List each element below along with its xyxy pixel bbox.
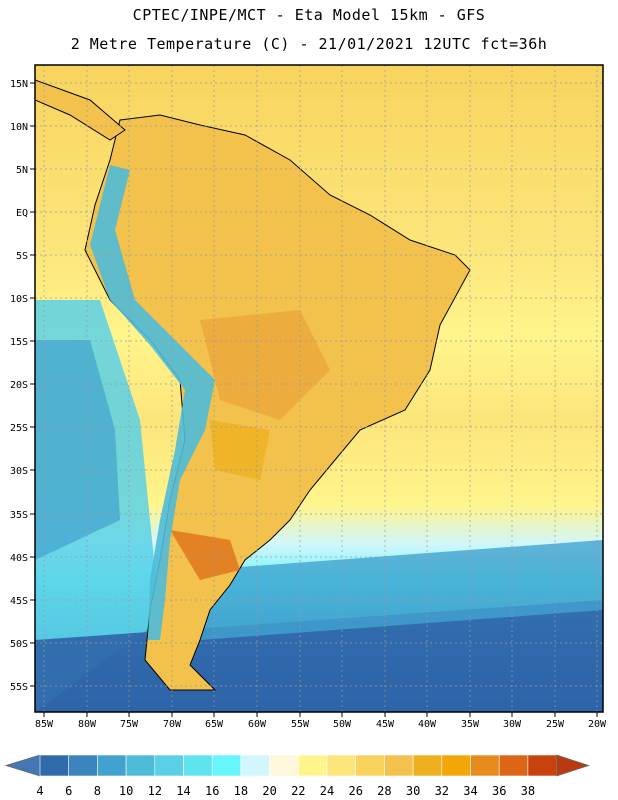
lat-tick-label: 10S [10, 294, 28, 305]
lat-tick-label: 40S [10, 553, 28, 564]
lat-tick-label: 15S [10, 337, 28, 348]
lat-tick-label: 25S [10, 423, 28, 434]
colorbar-label: 8 [94, 784, 101, 798]
title-line-1: CPTEC/INPE/MCT - Eta Model 15km - GFS [132, 6, 486, 24]
colorbar-label: 26 [348, 784, 362, 798]
colorbar-swatch [326, 754, 357, 777]
colorbar-label: 12 [148, 784, 162, 798]
lat-tick-label: EQ [16, 208, 28, 219]
lon-tick-label: 30W [503, 719, 522, 730]
colorbar-label: 28 [377, 784, 391, 798]
patagonia-hot-zone [170, 530, 240, 580]
colorbar-swatch [384, 754, 414, 777]
lat-tick-label: 55S [10, 682, 28, 693]
colorbar-label: 10 [119, 784, 133, 798]
chaco-hot-zone [210, 420, 270, 480]
lat-tick-label: 30S [10, 466, 28, 477]
andes-cold-band [90, 165, 215, 640]
title-line-2: 2 Metre Temperature (C) - 21/01/2021 12U… [70, 35, 548, 53]
colorbar-swatch [68, 754, 98, 777]
lon-tick-label: 60W [248, 719, 267, 730]
colorbar-label: 34 [463, 784, 477, 798]
colorbar-swatch [527, 754, 557, 777]
lon-tick-label: 85W [35, 719, 54, 730]
colorbar-label: 38 [521, 784, 535, 798]
colorbar-swatch [97, 754, 127, 777]
colorbar-label: 6 [65, 784, 72, 798]
lon-tick-label: 55W [291, 719, 310, 730]
colorbar-swatch [498, 754, 529, 777]
colorbar-label: 30 [406, 784, 420, 798]
colorbar-swatch [125, 754, 156, 777]
colorbar-label: 36 [492, 784, 506, 798]
colorbar-min-arrow [4, 754, 41, 777]
lat-tick-label: 50S [10, 639, 28, 650]
lat-tick-label: 10N [10, 122, 28, 133]
colorbar-swatch [183, 754, 213, 777]
lon-tick-label: 80W [78, 719, 97, 730]
colorbar-label: 20 [262, 784, 276, 798]
lat-tick-label: 15N [10, 79, 28, 90]
colorbar-swatch [470, 754, 500, 777]
colorbar-swatch [154, 754, 184, 777]
longitude-axis: 85W 80W 75W 70W 65W 60W 55W 50W 45W 40W 35W 30W 25W 2… [35, 712, 607, 730]
colorbar-label: 4 [36, 784, 43, 798]
colorbar-label: 18 [234, 784, 248, 798]
lat-tick-label: 5N [16, 165, 28, 176]
lon-tick-label: 50W [333, 719, 352, 730]
lon-tick-label: 20W [588, 719, 607, 730]
colorbar-label: 22 [291, 784, 305, 798]
colorbar-swatch [297, 754, 328, 777]
colorbar-swatch [240, 754, 270, 777]
colorbar-label: 14 [176, 784, 190, 798]
pacific-cold-band [35, 340, 120, 560]
central-america-land [35, 79, 126, 141]
colorbar-max-arrow [556, 754, 590, 777]
colorbar-label: 32 [435, 784, 449, 798]
colorbar-label: 24 [320, 784, 334, 798]
interior-hot-zone [200, 310, 330, 420]
map-area [35, 65, 603, 712]
lon-tick-label: 40W [418, 719, 437, 730]
lat-tick-label: 35S [10, 510, 28, 521]
map-frame [34, 64, 604, 713]
colorbar-swatch [412, 754, 443, 777]
colorbar-swatch [39, 754, 70, 777]
lon-tick-label: 35W [461, 719, 480, 730]
lon-tick-label: 75W [120, 719, 139, 730]
latitude-axis: 15N 10N 5N EQ 5S 10S 15S 20S 25S 30S 35S 40S 45S 50S 5… [10, 79, 35, 693]
south-atlantic-cool [200, 540, 603, 640]
colorbar-swatch [441, 754, 471, 777]
lon-tick-label: 70W [163, 719, 182, 730]
colorbar-swatch [355, 754, 385, 777]
lon-tick-label: 45W [376, 719, 395, 730]
lon-tick-label: 65W [205, 719, 224, 730]
colorbar-swatch [269, 754, 299, 777]
lat-tick-label: 45S [10, 596, 28, 607]
lat-tick-label: 20S [10, 380, 28, 391]
colorbar-swatch [211, 754, 242, 777]
colorbar-label: 16 [205, 784, 219, 798]
lat-tick-label: 5S [16, 251, 28, 262]
lon-tick-label: 25W [546, 719, 565, 730]
colorbar: 4 6 8 10 12 14 16 18 20 22 24 26 28 30 32 34 36 38 [4, 754, 590, 798]
